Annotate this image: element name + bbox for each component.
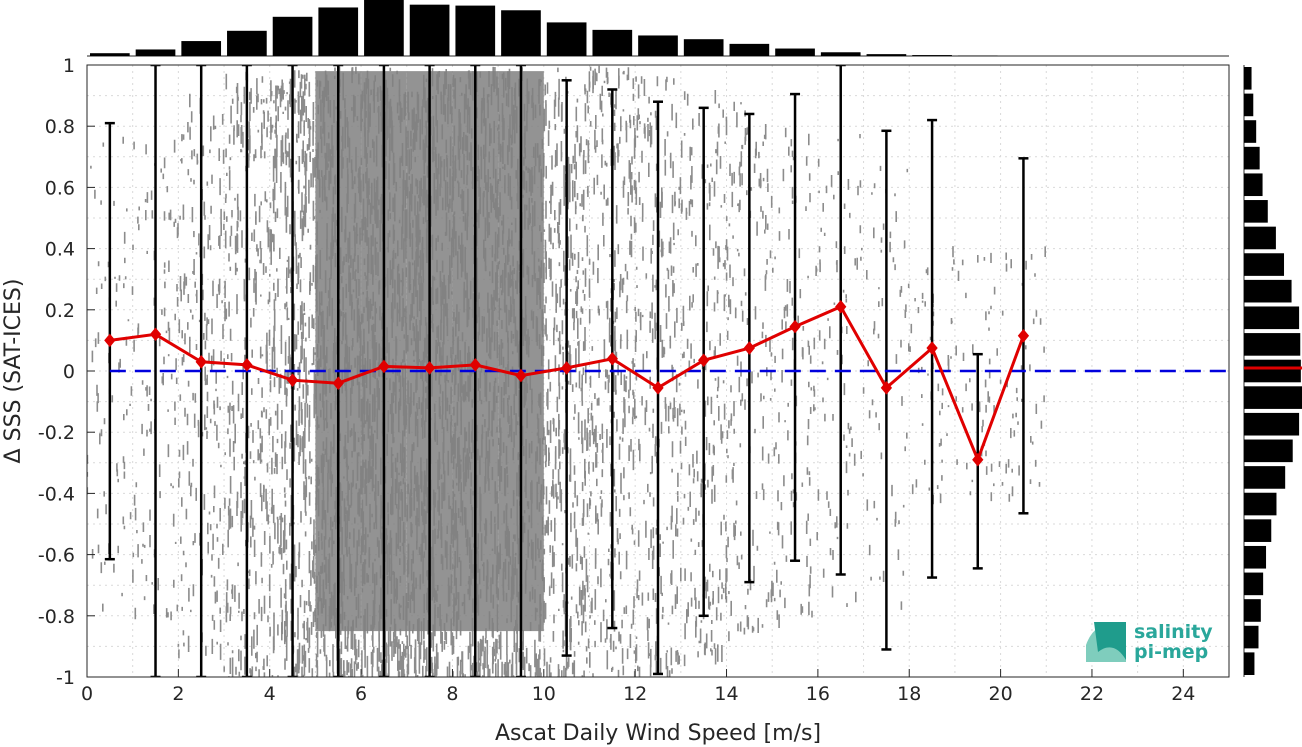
x-histogram-bar [318, 7, 359, 56]
mean-point [195, 355, 207, 369]
logo-text-pimep: pi-mep [1134, 641, 1208, 663]
x-tick-label: 22 [1080, 683, 1104, 705]
x-histogram-bar [227, 30, 267, 56]
mean-point [378, 359, 390, 374]
mean-point [880, 381, 893, 395]
x-tick-label: 0 [81, 683, 93, 705]
y-histogram-bar [1244, 572, 1264, 596]
y-tick-label: 0.2 [45, 300, 75, 322]
x-histogram-bar [820, 52, 861, 56]
x-histogram-bar [866, 54, 907, 56]
mean-point [606, 351, 618, 366]
y-histogram-bar [1244, 120, 1257, 143]
x-tick-label: 24 [1171, 683, 1195, 705]
x-tick-label: 10 [532, 683, 556, 705]
y-tick-label: -1 [56, 667, 75, 689]
y-histogram-bar [1244, 466, 1286, 489]
mean-point [835, 299, 847, 314]
mean-point [1017, 329, 1030, 343]
salinity-pi-mep-logo: salinity pi-mep [1086, 621, 1213, 663]
x-tick-label: 4 [264, 683, 276, 705]
y-histogram-bar [1244, 93, 1254, 117]
y-histogram-bar [1244, 599, 1261, 622]
y-tick-label: 0 [63, 361, 75, 383]
y-histogram-bar [1244, 333, 1301, 356]
y-histogram-bar [1244, 200, 1268, 223]
x-tick-label: 12 [623, 683, 647, 705]
x-tick-label: 2 [172, 683, 184, 705]
y-histogram-bar [1244, 146, 1260, 170]
mean-point [104, 333, 116, 348]
x-histogram-bar [364, 0, 404, 56]
y-tick-label: -0.2 [38, 422, 75, 444]
mean-point [332, 376, 344, 391]
x-histogram-bar [90, 53, 130, 56]
x-histogram-bar [912, 55, 952, 56]
y-histogram [1243, 65, 1302, 677]
x-histogram-bar [729, 43, 770, 56]
mean-point [652, 381, 664, 395]
y-axis-label: Δ SSS (SAT-ICES) [1, 279, 26, 464]
mean-point [698, 353, 710, 368]
y-histogram-bar [1244, 492, 1277, 516]
x-histogram-bar [455, 5, 496, 57]
mean-point [972, 452, 984, 467]
y-axis-ticks: -1 -0.8 -0.6 -0.4 -0.2 0 0.2 0.4 0.6 0.8 1 [38, 55, 95, 689]
x-histogram-bar [683, 39, 724, 56]
x-histogram-bar [592, 29, 633, 56]
y-tick-label: 1 [63, 55, 75, 77]
x-tick-label: 14 [714, 683, 738, 705]
x-tick-label: 18 [897, 683, 921, 705]
x-histogram-bar [409, 4, 450, 56]
x-histogram-bar [775, 48, 815, 56]
x-histogram-bar [272, 16, 313, 56]
mean-point [241, 358, 253, 372]
y-histogram-bar [1244, 173, 1263, 197]
y-tick-label: -0.4 [38, 483, 75, 505]
logo-wave-icon-front [1094, 622, 1126, 660]
mean-point [560, 361, 573, 375]
y-histogram-bar [1244, 412, 1300, 436]
x-axis-label: Ascat Daily Wind Speed [m/s] [495, 721, 821, 746]
y-histogram-bar [1244, 253, 1285, 276]
logo-text-salinity: salinity [1134, 621, 1213, 643]
x-tick-label: 8 [446, 683, 458, 705]
mean-point [743, 341, 756, 355]
y-histogram-bar [1244, 519, 1272, 542]
x-histogram-bar [638, 35, 678, 56]
y-tick-label: -0.6 [38, 545, 75, 567]
x-histogram-bar [501, 10, 541, 56]
x-histogram-bar [546, 22, 587, 56]
x-histogram [87, 0, 1229, 57]
mean-line [104, 299, 1030, 467]
y-histogram-bar [1244, 625, 1259, 649]
mean-point [149, 327, 162, 342]
y-histogram-bar [1244, 279, 1292, 303]
x-histogram-bar [135, 49, 176, 56]
y-histogram-bar [1244, 359, 1301, 383]
y-histogram-bar [1244, 226, 1276, 250]
y-histogram-bar [1244, 67, 1252, 90]
mean-point [515, 368, 527, 383]
y-histogram-bar [1244, 306, 1300, 330]
y-tick-label: 0.6 [45, 177, 75, 199]
mean-point [286, 373, 299, 387]
x-axis-ticks: 0 2 4 6 8 10 12 14 16 18 20 22 24 [81, 669, 1195, 705]
y-tick-label: -0.8 [38, 606, 75, 628]
y-histogram-bar [1244, 386, 1302, 409]
x-histogram-bar [181, 41, 222, 56]
x-tick-label: 6 [355, 683, 367, 705]
mean-point [423, 361, 436, 375]
x-tick-label: 20 [989, 683, 1013, 705]
mean-point [469, 358, 481, 372]
x-tick-label: 16 [806, 683, 830, 705]
mean-point [926, 341, 938, 355]
mean-point [789, 319, 801, 334]
y-histogram-bar [1244, 439, 1293, 463]
y-tick-label: 0.8 [45, 116, 75, 138]
y-histogram-bar [1244, 652, 1255, 675]
y-histogram-bar [1244, 545, 1267, 569]
y-tick-label: 0.4 [45, 239, 75, 261]
